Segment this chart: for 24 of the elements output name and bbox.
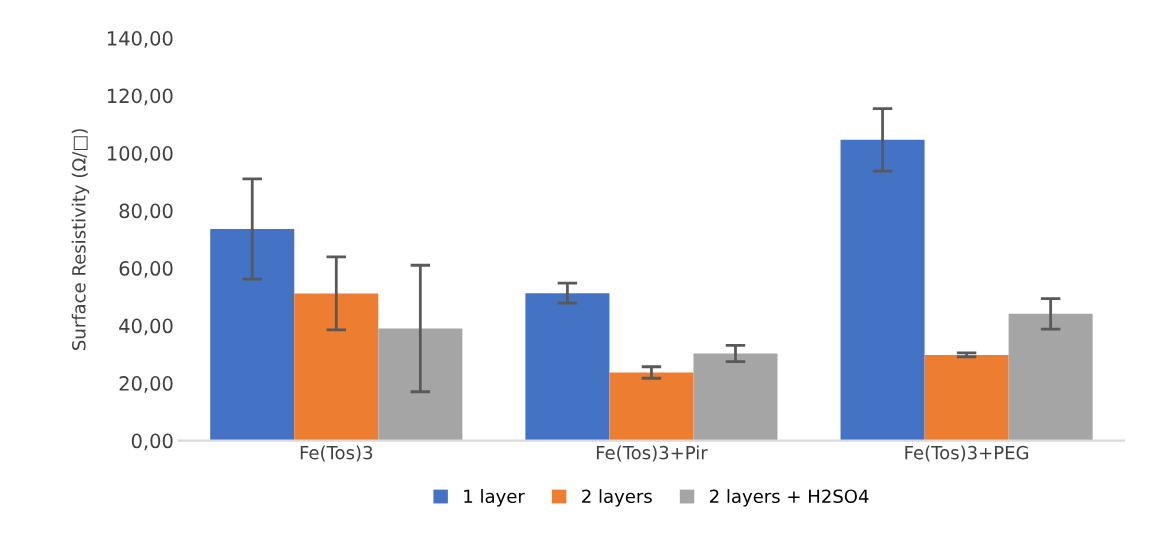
bar (525, 293, 610, 441)
y-tick-label: 80,00 (119, 203, 173, 221)
y-tick-label: 40,00 (119, 318, 173, 336)
bar (294, 293, 379, 441)
y-tick-label: 0,00 (131, 433, 173, 451)
y-tick-label: 100,00 (107, 146, 173, 163)
bar (1008, 313, 1093, 441)
bar (840, 139, 925, 441)
y-tick-label: 140,00 (107, 31, 173, 48)
y-tick-label: 120,00 (107, 88, 173, 106)
bar (210, 229, 295, 441)
legend-label: 1 layer (464, 489, 525, 507)
x-tick-label: Fe(Tos)3 (300, 445, 373, 462)
y-tick-label: 20,00 (119, 376, 173, 393)
x-tick-label: Fe(Tos)3+Pir (596, 445, 708, 462)
bar (609, 372, 694, 441)
x-tick-label: Fe(Tos)3+PEG (905, 445, 1029, 462)
bar (378, 328, 463, 441)
bar (693, 353, 778, 441)
y-axis-title: Surface Resistivity (Ω/□) (71, 129, 90, 350)
legend-label: 2 layers (582, 489, 652, 507)
y-tick-label: 60,00 (119, 261, 173, 278)
bar (924, 354, 1009, 441)
legend-label: 2 layers + H2SO4 (710, 489, 869, 507)
